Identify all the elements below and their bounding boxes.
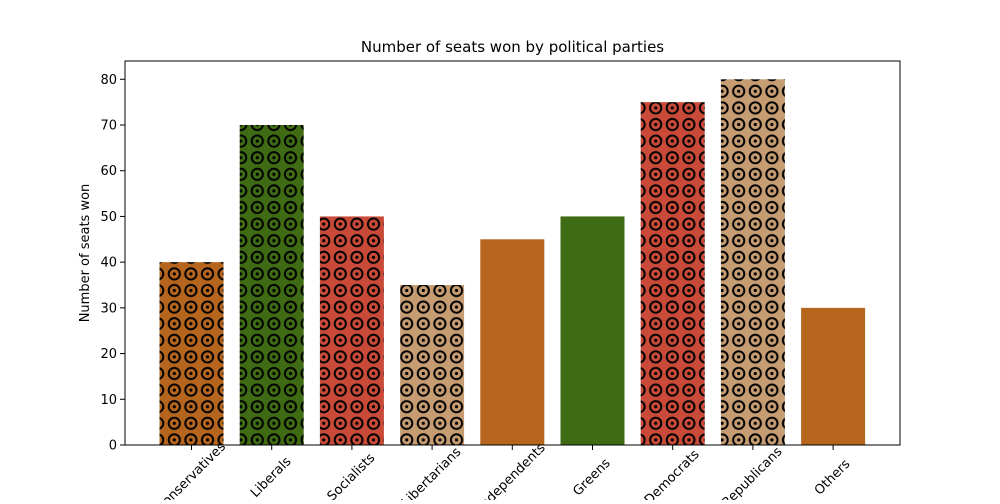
bar-conservatives <box>159 262 224 445</box>
bar-socialists <box>319 216 384 445</box>
y-tick-label: 10 <box>100 393 117 408</box>
y-tick-label: 30 <box>100 301 117 316</box>
x-tick-label: Others <box>812 457 854 499</box>
y-tick-label: 0 <box>109 439 117 454</box>
y-tick-label: 70 <box>100 119 117 134</box>
y-tick-label: 20 <box>100 347 117 362</box>
y-tick-label: 40 <box>100 256 117 271</box>
x-tick-label: Socialists <box>325 451 379 500</box>
bar-greens <box>560 216 625 445</box>
bar-independents <box>480 239 545 445</box>
y-axis-label: Number of seats won <box>78 184 93 323</box>
chart-title: Number of seats won by political parties <box>361 38 664 56</box>
bar-republicans <box>720 79 785 445</box>
y-tick-label: 60 <box>100 164 117 179</box>
y-tick-label: 80 <box>100 73 117 88</box>
bar-democrats <box>640 102 705 445</box>
x-tick-label: Libertarians <box>399 445 465 500</box>
bar-others <box>801 307 866 445</box>
y-tick-label: 50 <box>100 210 117 225</box>
x-tick-label: Greens <box>570 456 613 499</box>
x-tick-label: Democrats <box>642 447 703 500</box>
x-tick-label: Republicans <box>719 444 785 500</box>
x-tick-label: Liberals <box>248 454 295 500</box>
bars-layer <box>159 79 866 445</box>
bar-libertarians <box>400 285 465 445</box>
bar-liberals <box>239 125 304 445</box>
